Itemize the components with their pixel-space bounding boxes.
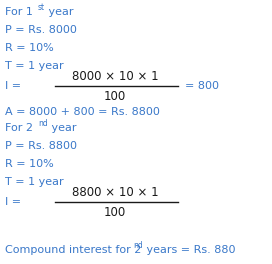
Text: 100: 100	[104, 91, 126, 103]
Text: I =: I =	[5, 197, 25, 207]
Text: T = 1 year: T = 1 year	[5, 177, 64, 187]
Text: year: year	[45, 7, 73, 17]
Text: Compound interest for 2: Compound interest for 2	[5, 245, 141, 255]
Text: R = 10%: R = 10%	[5, 159, 54, 169]
Text: A = 8000 + 800 = Rs. 8800: A = 8000 + 800 = Rs. 8800	[5, 107, 160, 117]
Text: nd: nd	[133, 241, 143, 249]
Text: For 2: For 2	[5, 123, 33, 133]
Text: 8800 × 10 × 1: 8800 × 10 × 1	[72, 186, 158, 199]
Text: year: year	[48, 123, 76, 133]
Text: st: st	[38, 2, 45, 12]
Text: nd: nd	[38, 119, 48, 128]
Text: = 800: = 800	[185, 81, 219, 91]
Text: years = Rs. 880: years = Rs. 880	[143, 245, 236, 255]
Text: P = Rs. 8000: P = Rs. 8000	[5, 25, 77, 35]
Text: For 1: For 1	[5, 7, 33, 17]
Text: P = Rs. 8800: P = Rs. 8800	[5, 141, 77, 151]
Text: T = 1 year: T = 1 year	[5, 61, 64, 71]
Text: I =: I =	[5, 81, 25, 91]
Text: 8000 × 10 × 1: 8000 × 10 × 1	[72, 69, 158, 82]
Text: R = 10%: R = 10%	[5, 43, 54, 53]
Text: 100: 100	[104, 206, 126, 219]
